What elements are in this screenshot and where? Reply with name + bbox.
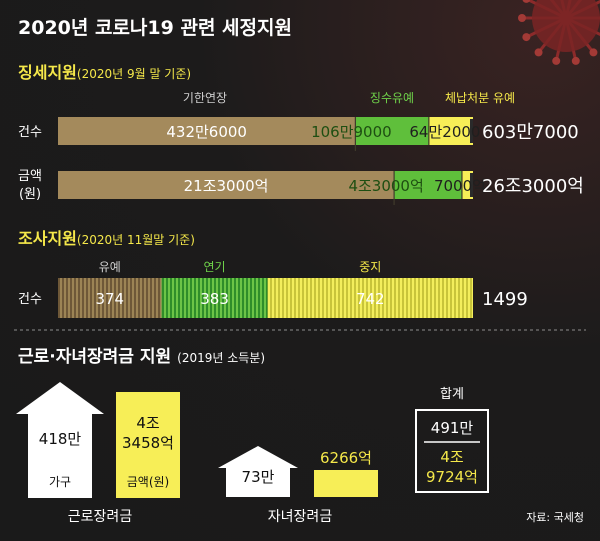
virus-spike-tip	[552, 56, 561, 65]
bar-1-1	[394, 171, 462, 199]
bar-0-0	[58, 117, 356, 145]
amount-box-child	[314, 470, 378, 497]
legend-1-collection: 징수유예	[370, 91, 414, 105]
section-title-collection-main: 징세지원	[18, 63, 77, 82]
data-label-1-1: 4조3000억	[348, 177, 423, 195]
section-title-incentive-main: 근로·자녀장려금 지원	[18, 347, 171, 367]
total-amount-line2: 9724억	[426, 468, 478, 486]
bar-end-cap-1	[470, 173, 473, 197]
data-label-audit-0: 374	[95, 290, 124, 308]
virus-spike-tip	[518, 14, 526, 22]
page-title: 2020년 코로나19 관련 세정지원	[18, 17, 292, 39]
row-label-0: 건수	[18, 125, 42, 140]
data-label-0-2: 64만2000	[409, 123, 480, 141]
legend-0-collection: 기한연장	[183, 91, 227, 105]
total-label-1: 26조3000억	[482, 176, 584, 197]
row-label-audit: 건수	[18, 292, 42, 307]
data-label-audit-1: 383	[200, 290, 229, 308]
virus-spike-tip	[522, 33, 531, 42]
households-earned: 418만	[39, 430, 82, 448]
virus-body	[532, 0, 600, 52]
legend-audit-0: 유예	[99, 260, 121, 274]
data-label-1-2: 7000억	[434, 177, 486, 195]
amount-earned-line1: 4조	[136, 414, 160, 432]
total-label-incentive: 합계	[440, 387, 464, 402]
total-box	[415, 409, 489, 493]
section-title-audit-main: 조사지원	[18, 229, 77, 248]
data-label-audit-2: 742	[356, 290, 385, 308]
legend-audit-1: 연기	[204, 260, 226, 274]
virus-spike-tip	[522, 0, 531, 3]
legend-2-collection: 체납처분 유예	[445, 91, 515, 105]
bar-audit-1	[161, 278, 268, 318]
bar-end-cap-0	[470, 119, 473, 143]
households-child: 73만	[242, 468, 275, 486]
bar-audit-0	[58, 278, 162, 318]
total-amount-line1: 4조	[440, 448, 464, 466]
bar-0-2	[428, 117, 473, 145]
total-label-audit: 1499	[482, 289, 528, 310]
section-title-incentive-sub: (2019년 소득분)	[177, 351, 265, 365]
amount-earned-line2: 3458억	[122, 434, 174, 452]
virus-decoration	[518, 0, 600, 65]
amount-unit-earned: 금액(원)	[127, 475, 169, 489]
households-unit-earned: 가구	[49, 475, 71, 489]
amount-child: 6266억	[320, 449, 372, 467]
bar-1-0	[58, 171, 395, 199]
virus-spike-tip	[589, 48, 598, 57]
data-label-1-0: 21조3000억	[184, 177, 269, 195]
data-label-0-0: 432만6000	[166, 123, 247, 141]
row-label-1-line1: 금액	[18, 169, 42, 184]
amount-box-earned	[116, 392, 180, 498]
data-label-0-1: 106만9000	[311, 123, 392, 141]
total-label-0: 603만7000	[482, 122, 579, 143]
total-households: 491만	[431, 419, 474, 437]
virus-spike-tip	[571, 56, 580, 65]
legend-audit-2: 중지	[359, 260, 381, 274]
section-title-incentive: 근로·자녀장려금 지원 (2019년 소득분)	[18, 347, 265, 367]
source-credit: 자료: 국세청	[526, 511, 584, 524]
bar-audit-2	[267, 278, 473, 318]
bar-1-2	[461, 171, 473, 199]
section-title-collection: 징세지원(2020년 9월 말 기준)	[18, 63, 191, 82]
section-title-audit: 조사지원(2020년 11월말 기준)	[18, 229, 195, 248]
house-icon-earned	[16, 382, 104, 498]
section-title-audit-sub: (2020년 11월말 기준)	[77, 233, 195, 247]
row-label-1-line2: (원)	[19, 187, 41, 202]
item-name-child: 자녀장려금	[268, 509, 333, 525]
section-title-collection-sub: (2020년 9월 말 기준)	[77, 67, 191, 81]
virus-spike-tip	[534, 48, 543, 57]
house-icon-child	[218, 446, 298, 497]
item-name-earned: 근로장려금	[68, 509, 133, 525]
bar-0-1	[355, 117, 429, 145]
